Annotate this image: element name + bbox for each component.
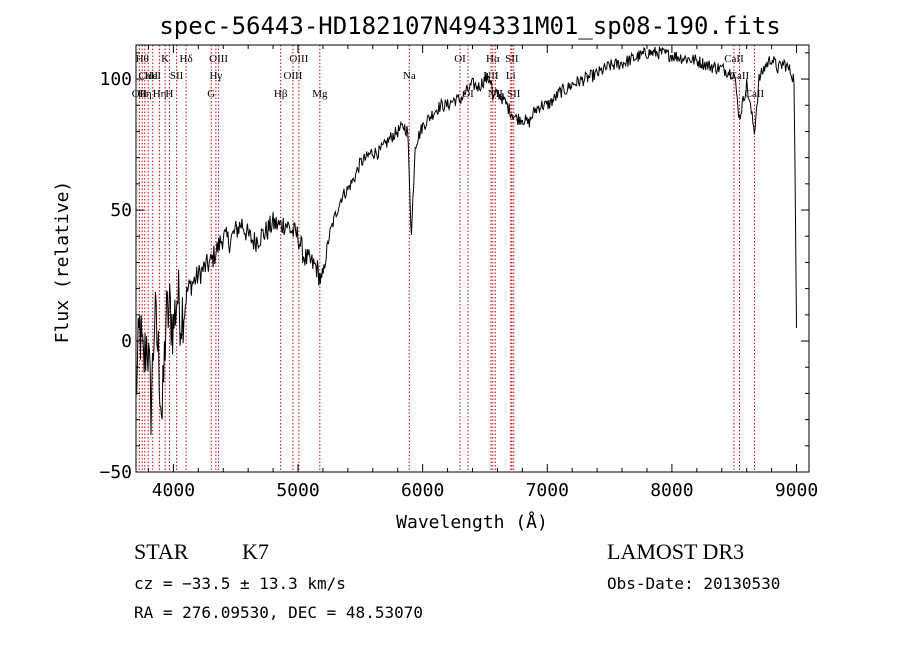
line-label-28: CaII <box>745 88 765 100</box>
line-label-24: SII <box>505 53 519 65</box>
y-tick-label-3: 100 <box>99 69 132 90</box>
line-label-7: H <box>165 88 173 100</box>
line-label-27: CaII <box>730 70 750 82</box>
line-label-23: Li <box>506 70 516 82</box>
x-tick-label-4: 8000 <box>650 480 693 501</box>
x-axis-label: Wavelength (Å) <box>396 511 548 533</box>
y-axis-ticks: −50 0 50 100 <box>99 52 809 483</box>
x-tick-label-0: 4000 <box>152 480 195 501</box>
line-label-19: OI <box>462 88 474 100</box>
line-label-17: Na <box>403 70 416 82</box>
spectral-line-markers <box>138 45 755 472</box>
plot-frame <box>135 44 810 473</box>
coordinates-readout: RA = 276.09530, DEC = 48.53070 <box>134 603 423 622</box>
line-label-4: HeI <box>145 70 162 82</box>
line-label-5: Hη <box>153 88 167 100</box>
line-label-12: OIII <box>209 53 228 65</box>
x-tick-label-2: 6000 <box>401 480 444 501</box>
chart-title: spec-56443-HD182107N494331M01_sp08-190.f… <box>159 12 780 40</box>
redshift-readout: cz = −33.5 ± 13.3 km/s <box>134 574 346 593</box>
series-line-0 <box>135 46 797 436</box>
y-tick-label-1: 0 <box>121 331 132 352</box>
line-label-14: OIII <box>283 70 302 82</box>
line-label-6: K <box>161 53 169 65</box>
line-label-1: Hθ <box>136 53 149 65</box>
line-label-21: Hα <box>486 53 500 65</box>
object-class: STAR <box>134 539 189 564</box>
line-label-18: OI <box>454 53 466 65</box>
y-tick-label-0: −50 <box>99 462 132 483</box>
line-label-2: Hη <box>138 88 152 100</box>
x-axis-ticks: 4000 5000 6000 7000 8000 9000 <box>147 45 818 501</box>
survey-name: LAMOST DR3 <box>607 539 745 564</box>
obs-date: Obs-Date: 20130530 <box>607 574 781 593</box>
x-tick-label-1: 5000 <box>276 480 319 501</box>
line-label-13: Hβ <box>274 88 288 100</box>
line-label-26: CaII <box>724 53 744 65</box>
line-label-25: SII <box>507 88 521 100</box>
line-label-16: Mg <box>312 88 328 100</box>
line-label-11: Hγ <box>209 70 222 82</box>
object-subclass: K7 <box>242 539 269 564</box>
line-label-9: Hδ <box>180 53 193 65</box>
line-label-15: OIII <box>289 53 308 65</box>
y-axis-label: Flux (relative) <box>52 181 73 344</box>
x-tick-label-5: 9000 <box>775 480 818 501</box>
line-label-10: G <box>207 88 215 100</box>
y-tick-label-2: 50 <box>110 200 132 221</box>
line-label-8: SII <box>170 70 184 82</box>
x-tick-label-3: 7000 <box>526 480 569 501</box>
series-layer <box>135 46 797 436</box>
